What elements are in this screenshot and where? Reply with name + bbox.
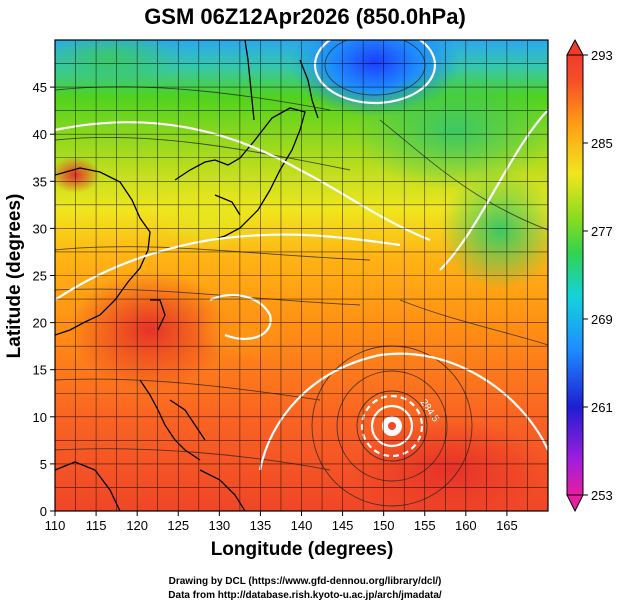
temperature-field: 284.5 — [55, 40, 548, 511]
y-tick-label: 35 — [33, 174, 47, 189]
colorbar-ticks: 253 261 269 277 285 293 — [583, 48, 613, 503]
colorbar: 253 261 269 277 285 293 — [566, 38, 613, 513]
x-tick-label: 155 — [414, 518, 436, 533]
colorbar-tick-label: 293 — [591, 48, 613, 63]
x-tick-label: 125 — [167, 518, 189, 533]
coastlines — [55, 40, 319, 511]
x-axis-ticks: 110 115 120 125 130 135 140 145 150 155 160 165 — [45, 511, 518, 533]
x-axis-label: Longitude (degrees) — [211, 539, 394, 560]
colorbar-tick-label: 269 — [591, 312, 613, 327]
x-tick-label: 120 — [126, 518, 148, 533]
colorbar-top-arrow — [566, 38, 584, 56]
x-tick-label: 160 — [455, 518, 477, 533]
isotherm-contours — [55, 40, 548, 471]
credit-drawing: Drawing by DCL (https://www.gfd-dennou.o… — [169, 576, 442, 587]
colorbar-tick-label: 285 — [591, 136, 613, 151]
colorbar-bottom-arrow — [566, 494, 584, 513]
x-tick-label: 165 — [496, 518, 518, 533]
y-tick-label: 15 — [33, 363, 47, 378]
credit-data-source: Data from http://database.rish.kyoto-u.a… — [168, 590, 442, 601]
y-tick-label: 30 — [33, 221, 47, 236]
y-tick-label: 40 — [33, 127, 47, 142]
y-tick-label: 5 — [40, 457, 47, 472]
x-tick-label: 115 — [86, 518, 107, 533]
x-tick-label: 145 — [332, 518, 354, 533]
colorbar-tick-label: 261 — [591, 400, 613, 415]
y-tick-label: 25 — [33, 269, 47, 284]
x-tick-label: 140 — [291, 518, 313, 533]
y-tick-label: 20 — [33, 316, 47, 331]
colorbar-scale — [566, 54, 584, 496]
colorbar-tick-label: 253 — [591, 488, 613, 503]
colorbar-tick-label: 277 — [591, 224, 613, 239]
lat-lon-grid — [55, 40, 548, 511]
y-tick-label: 0 — [40, 504, 47, 519]
x-tick-label: 135 — [250, 518, 272, 533]
y-tick-label: 10 — [33, 410, 47, 425]
map-title: GSM 06Z12Apr2026 (850.0hPa) — [144, 4, 466, 29]
x-tick-label: 130 — [208, 518, 230, 533]
y-axis-label: Latitude (degrees) — [4, 194, 25, 359]
x-tick-label: 150 — [373, 518, 395, 533]
y-tick-label: 45 — [33, 80, 47, 95]
x-tick-label: 110 — [45, 518, 66, 533]
y-axis-ticks: 0 5 10 15 20 25 30 35 40 45 — [33, 80, 55, 519]
